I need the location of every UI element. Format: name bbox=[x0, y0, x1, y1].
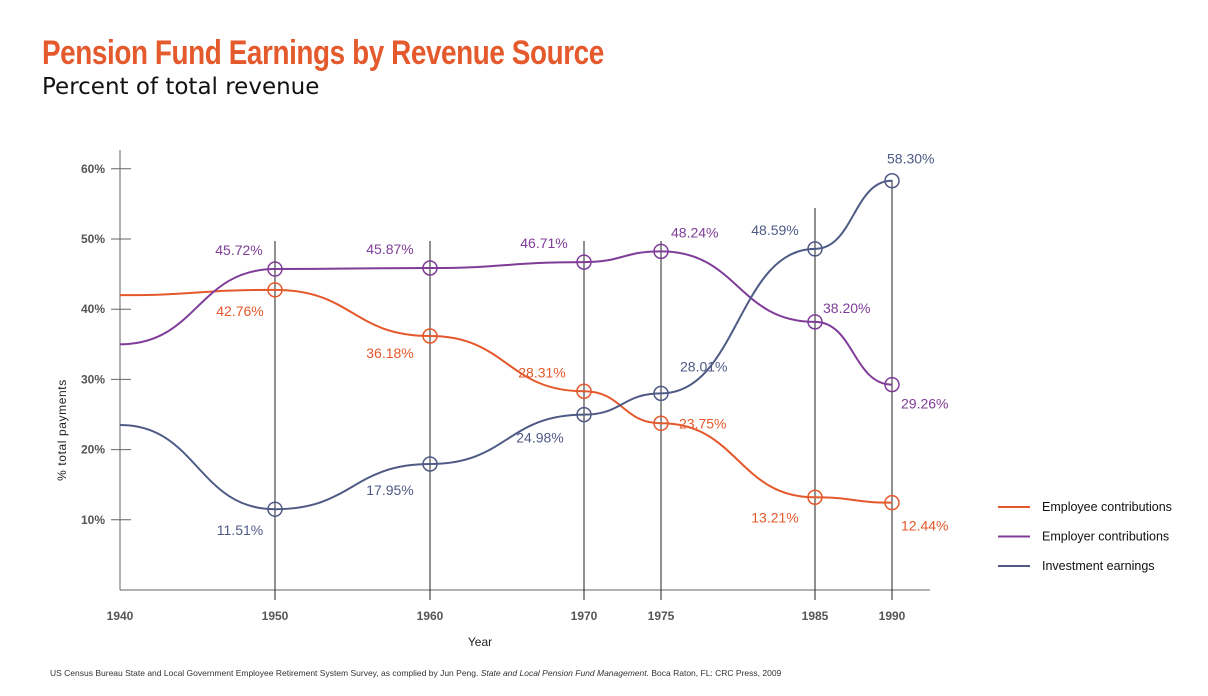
data-label: 23.75% bbox=[679, 415, 726, 431]
data-point-marker bbox=[422, 456, 438, 472]
x-tick-label: 1950 bbox=[262, 609, 289, 623]
data-label: 46.71% bbox=[520, 235, 567, 251]
data-label: 58.30% bbox=[887, 151, 934, 167]
y-tick-label: 20% bbox=[81, 443, 105, 457]
data-label: 38.20% bbox=[823, 300, 870, 316]
data-label: 48.24% bbox=[671, 224, 718, 240]
data-point-marker bbox=[422, 260, 438, 276]
data-label: 28.31% bbox=[518, 364, 565, 380]
data-point-marker bbox=[653, 385, 669, 402]
data-point-marker bbox=[576, 383, 592, 400]
data-label: 36.18% bbox=[366, 345, 413, 361]
chart-subtitle: Percent of total revenue bbox=[42, 74, 320, 100]
legend-label: Employer contributions bbox=[1042, 530, 1169, 544]
data-point-marker bbox=[807, 241, 823, 257]
data-label: 42.76% bbox=[216, 303, 263, 319]
y-tick-label: 50% bbox=[81, 232, 105, 246]
x-tick-label: 1990 bbox=[879, 609, 906, 623]
data-point-marker bbox=[576, 254, 592, 270]
data-label: 48.59% bbox=[751, 222, 798, 238]
source-prefix: US Census Bureau State and Local Governm… bbox=[50, 668, 479, 678]
x-tick-label: 1940 bbox=[107, 609, 134, 623]
data-point-marker bbox=[884, 494, 900, 511]
data-point-marker bbox=[267, 501, 283, 517]
data-point-marker bbox=[653, 243, 669, 260]
x-tick-label: 1970 bbox=[571, 609, 598, 623]
source-suffix: Boca Raton, FL: CRC Press, 2009 bbox=[651, 668, 782, 678]
data-point-marker bbox=[884, 172, 900, 189]
y-tick-label: 10% bbox=[81, 513, 105, 527]
chart-title: Pension Fund Earnings by Revenue Source bbox=[42, 34, 604, 72]
data-point-marker bbox=[422, 328, 438, 344]
data-point-marker bbox=[884, 376, 900, 393]
data-point-marker bbox=[807, 314, 823, 330]
y-axis-title: % total payments bbox=[55, 379, 69, 481]
data-point-marker bbox=[653, 415, 669, 432]
legend-label: Investment earnings bbox=[1042, 559, 1155, 573]
data-label: 28.01% bbox=[680, 358, 727, 374]
data-label: 13.21% bbox=[751, 509, 798, 525]
series-line bbox=[119, 250, 893, 386]
x-axis-title: Year bbox=[468, 635, 492, 649]
data-label: 24.98% bbox=[516, 430, 563, 446]
x-tick-label: 1960 bbox=[417, 609, 444, 623]
source-book: State and Local Pension Fund Management. bbox=[480, 668, 649, 678]
x-tick-label: 1975 bbox=[648, 609, 675, 623]
data-label: 12.44% bbox=[901, 518, 948, 534]
source-note: US Census Bureau State and Local Governm… bbox=[50, 668, 781, 678]
data-label: 29.26% bbox=[901, 396, 948, 412]
data-label: 45.72% bbox=[215, 242, 262, 258]
data-point-marker bbox=[807, 489, 823, 506]
x-tick-label: 1985 bbox=[802, 609, 829, 623]
data-label: 45.87% bbox=[366, 241, 413, 257]
data-point-marker bbox=[267, 282, 283, 298]
data-point-marker bbox=[576, 406, 592, 423]
y-tick-label: 30% bbox=[81, 372, 105, 386]
y-tick-label: 40% bbox=[81, 302, 105, 316]
data-label: 17.95% bbox=[366, 482, 413, 498]
data-label: 11.51% bbox=[217, 522, 263, 538]
y-tick-label: 60% bbox=[81, 162, 105, 176]
legend-label: Employee contributions bbox=[1042, 500, 1172, 514]
series-line bbox=[119, 288, 893, 504]
data-point-marker bbox=[267, 261, 283, 277]
